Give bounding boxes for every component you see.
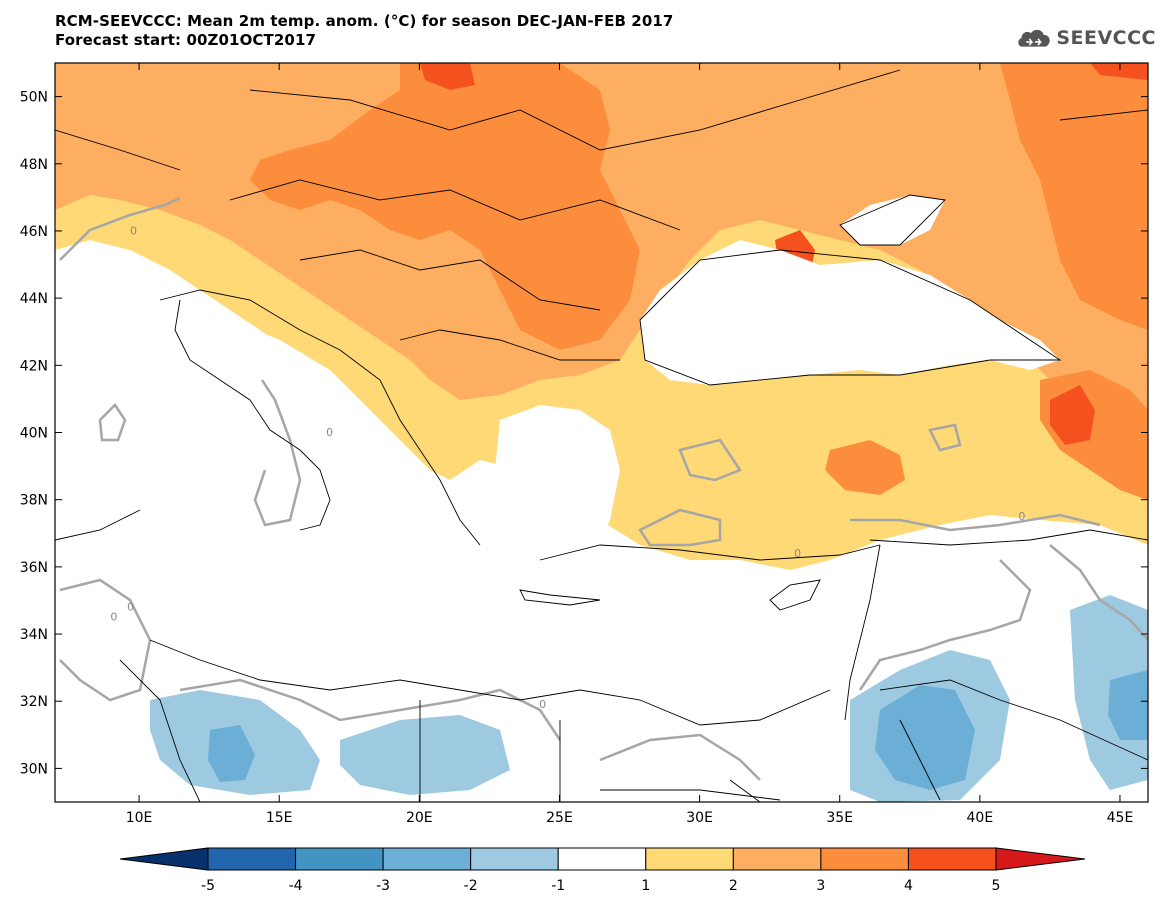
x-tick-label: 10E bbox=[126, 810, 153, 826]
colorbar-label: -4 bbox=[289, 878, 303, 894]
colorbar-label: 2 bbox=[729, 878, 738, 894]
x-tick-label: 35E bbox=[826, 810, 853, 826]
contour-label: 0 bbox=[794, 547, 801, 560]
title-line-2: Forecast start: 00Z01OCT2017 bbox=[55, 31, 317, 49]
colorbar-segment bbox=[470, 847, 559, 871]
x-tick-label: 30E bbox=[686, 810, 713, 826]
y-tick-label: 48N bbox=[20, 157, 48, 173]
x-tick-label: 20E bbox=[406, 810, 433, 826]
anomaly-band-3-4 bbox=[250, 63, 640, 350]
colorbar-label: -3 bbox=[376, 878, 390, 894]
colorbar-label: 4 bbox=[904, 878, 913, 894]
borders-coastlines bbox=[55, 69, 1148, 802]
anomaly-band-neg-1-2-arabia bbox=[1070, 595, 1148, 790]
colorbar-segment bbox=[382, 847, 472, 871]
colorbar-label: -1 bbox=[551, 878, 565, 894]
zero-contours bbox=[59, 196, 1148, 781]
colorbar-label: -5 bbox=[201, 878, 215, 894]
map-title: RCM-SEEVCCC: Mean 2m temp. anom. (°C) fo… bbox=[55, 12, 673, 50]
colorbar-segment bbox=[645, 847, 734, 871]
colorbar-segment bbox=[295, 847, 384, 871]
y-tick-label: 36N bbox=[20, 560, 48, 576]
x-tick-label: 45E bbox=[1107, 810, 1134, 826]
colorbar-segment bbox=[820, 847, 909, 871]
x-axis-ticks: 10E 15E 20E 25E 30E 35E 40E 45E bbox=[126, 63, 1134, 826]
aegean-sea bbox=[495, 405, 620, 580]
contour-label: 0 bbox=[1018, 510, 1025, 523]
anomaly-band-3-4-east bbox=[1000, 63, 1148, 330]
anomaly-band-4-5-ne bbox=[1090, 63, 1148, 80]
colorbar-label: 1 bbox=[641, 878, 650, 894]
y-tick-label: 40N bbox=[20, 426, 48, 442]
anomaly-band-neg-2-3-levant bbox=[875, 685, 975, 790]
logo-text: SEEVCCC bbox=[1056, 27, 1156, 49]
black-sea bbox=[640, 240, 1060, 385]
y-tick-label: 38N bbox=[20, 493, 48, 509]
y-tick-label: 42N bbox=[20, 358, 48, 374]
colorbar-segment bbox=[732, 847, 822, 871]
anomaly-band-neg-2-3-libya bbox=[208, 725, 255, 782]
azov-sea bbox=[840, 195, 945, 245]
anomaly-band-neg-1-2-egypt bbox=[340, 715, 510, 795]
contour-label: 0 bbox=[130, 224, 137, 237]
colorbar-segment bbox=[207, 847, 297, 871]
colorbar-segment bbox=[907, 847, 997, 871]
colorbar-label: -2 bbox=[464, 878, 478, 894]
anomaly-band-4-5 bbox=[420, 63, 475, 90]
cloud-icon bbox=[1018, 29, 1050, 47]
anomaly-band-neg-2-3-arabia bbox=[1108, 670, 1148, 740]
colorbar-segment bbox=[557, 847, 647, 871]
seevccc-logo: SEEVCCC bbox=[1016, 20, 1156, 56]
colorbar: -5 -4 -3 -2 -1 1 2 3 4 5 bbox=[119, 847, 1086, 894]
colorbar-label: 3 bbox=[816, 878, 825, 894]
contour-label: 0 bbox=[539, 698, 546, 711]
anomaly-band-4-5-east bbox=[1050, 385, 1095, 445]
x-tick-label: 25E bbox=[546, 810, 573, 826]
anomaly-field bbox=[55, 63, 1148, 802]
colorbar-lower-triangle bbox=[119, 847, 209, 871]
y-tick-label: 32N bbox=[20, 694, 48, 710]
title-line-1: RCM-SEEVCCC: Mean 2m temp. anom. (°C) fo… bbox=[55, 12, 674, 30]
colorbar-label: 5 bbox=[992, 878, 1001, 894]
anomaly-band-3-4-anatolia bbox=[825, 440, 905, 495]
y-tick-label: 34N bbox=[20, 627, 48, 643]
y-tick-label: 46N bbox=[20, 224, 48, 240]
x-tick-label: 15E bbox=[266, 810, 293, 826]
contour-label: 0 bbox=[326, 426, 333, 439]
y-axis-ticks: 50N 48N 46N 44N 42N 40N 38N 36N 34N 32N 30N bbox=[20, 90, 1148, 777]
contour-label: 0 bbox=[127, 601, 134, 614]
adriatic-tyrrhenian-sea bbox=[55, 300, 880, 725]
y-tick-label: 30N bbox=[20, 761, 48, 777]
y-tick-label: 50N bbox=[20, 90, 48, 106]
y-tick-label: 44N bbox=[20, 291, 48, 307]
colorbar-upper-triangle bbox=[995, 847, 1086, 871]
contour-label: 0 bbox=[110, 611, 117, 624]
x-tick-label: 40E bbox=[967, 810, 994, 826]
